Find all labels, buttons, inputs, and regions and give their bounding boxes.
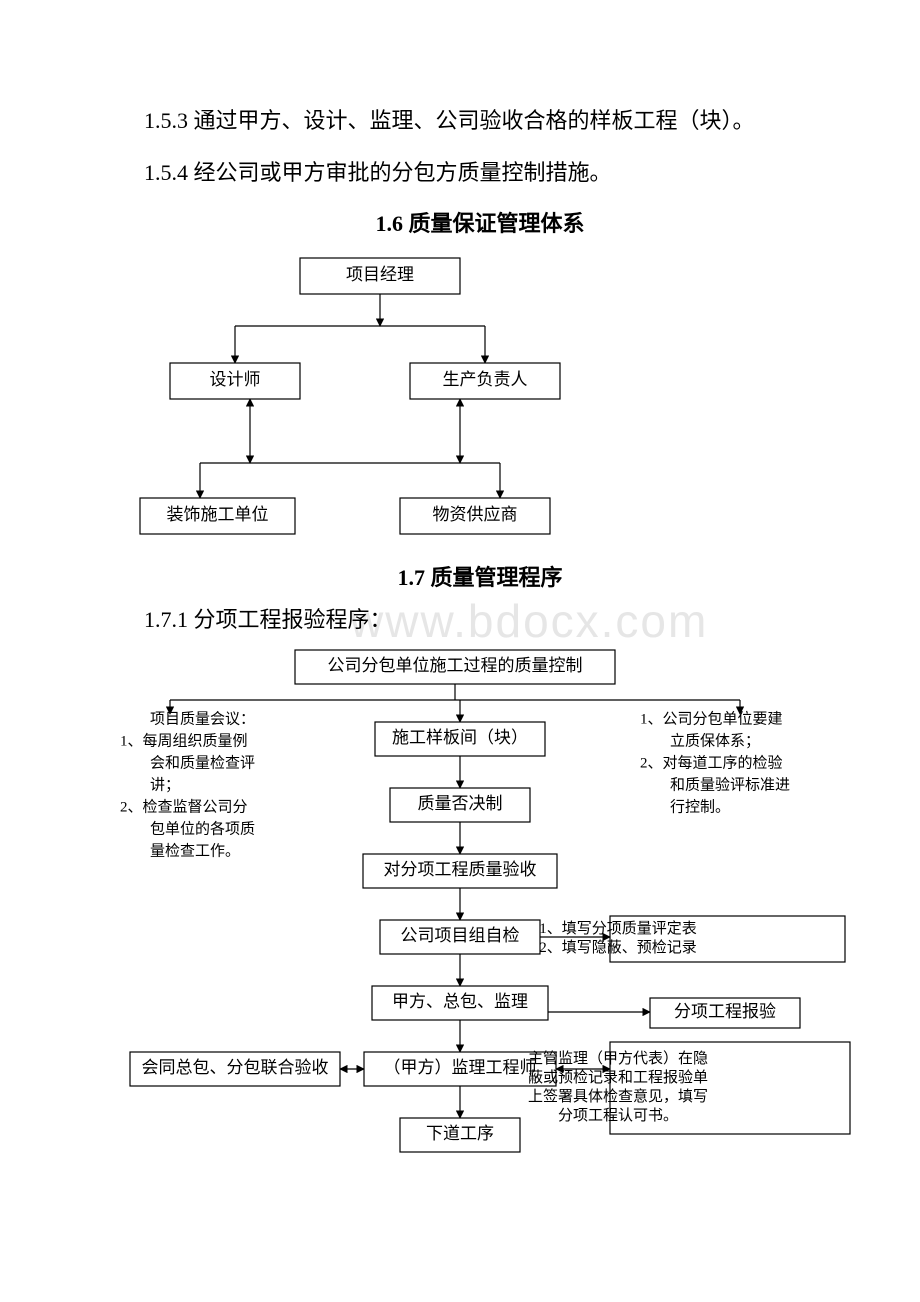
flow-node-label: 公司分包单位施工过程的质量控制 (328, 656, 583, 675)
side-note-line: 2、对每道工序的检验 (640, 754, 783, 771)
flow-node-label: （甲方）监理工程师 (384, 1058, 537, 1077)
flow-node-label: 2、填写隐蔽、预检记录 (539, 939, 697, 956)
flow-node-label: 会同总包、分包联合验收 (142, 1058, 329, 1077)
side-note-line: 和质量验评标准进 (640, 776, 790, 793)
side-note-line: 1、公司分包单位要建 (640, 710, 783, 727)
side-note-line: 行控制。 (640, 798, 730, 815)
side-note-line: 包单位的各项质 (120, 820, 255, 837)
flow-node-label: 质量否决制 (418, 794, 503, 813)
heading-1-7: 1.7 质量管理程序 (100, 560, 860, 592)
heading-1-6: 1.6 质量保证管理体系 (100, 206, 860, 238)
diagram-1-7: 公司分包单位施工过程的质量控制施工样板间（块） 质量否决制对分项工程质量验收公司项… (100, 642, 880, 1202)
paragraph-1-5-3: 1.5.3 通过甲方、设计、监理、公司验收合格的样板工程（块）。 (100, 100, 860, 142)
side-note-line: 量检查工作。 (120, 842, 240, 859)
flow-node-label: 蔽或预检记录和工程报验单 (528, 1069, 708, 1086)
flow-node-label: 公司项目组自检 (401, 926, 520, 945)
paragraph-1-7-1: 1.7.1 分项工程报验程序： (100, 602, 860, 634)
flow-node-label: 物资供应商 (433, 505, 518, 524)
side-note-line: 2、检查监督公司分 (120, 798, 248, 815)
diagram-1-6: 项目经理设计师 生产负责人装饰施工单位 物资供应商 (100, 248, 660, 548)
flow-node-label: 装饰施工单位 (167, 505, 269, 524)
flow-node-label: 对分项工程质量验收 (384, 860, 537, 879)
flow-node-label: 上签署具体检查意见，填写 (528, 1087, 708, 1105)
flow-node-label: 下道工序 (426, 1124, 494, 1143)
paragraph-1-5-4: 1.5.4 经公司或甲方审批的分包方质量控制措施。 (100, 152, 860, 194)
side-note-line: 会和质量检查评 (120, 754, 255, 771)
document-page: 1.5.3 通过甲方、设计、监理、公司验收合格的样板工程（块）。 1.5.4 经… (0, 0, 920, 1262)
flow-node-label: 项目经理 (346, 265, 414, 284)
flow-node-label: 设计师 (210, 370, 261, 389)
diagram-1-7-container: 公司分包单位施工过程的质量控制施工样板间（块） 质量否决制对分项工程质量验收公司项… (100, 642, 860, 1202)
side-note-line: 项目质量会议： (120, 710, 255, 727)
flow-node-label: 1、填写分项质量评定表 (539, 920, 697, 937)
flow-node-label: 甲方、总包、监理 (392, 992, 528, 1011)
flow-node-label: 生产负责人 (443, 370, 528, 389)
side-note-line: 1、每周组织质量例 (120, 732, 248, 749)
flow-node-label: 分项工程认可书。 (558, 1107, 678, 1124)
flow-node-label: 主管监理（甲方代表）在隐 (528, 1050, 708, 1067)
diagram-1-6-container: 项目经理设计师 生产负责人装饰施工单位 物资供应商 (100, 248, 860, 548)
side-note-line: 讲； (120, 776, 180, 793)
side-note-line: 立质保体系； (640, 732, 760, 749)
flow-node-label: 分项工程报验 (674, 1002, 776, 1021)
flow-node-label: 施工样板间（块） (392, 728, 528, 747)
